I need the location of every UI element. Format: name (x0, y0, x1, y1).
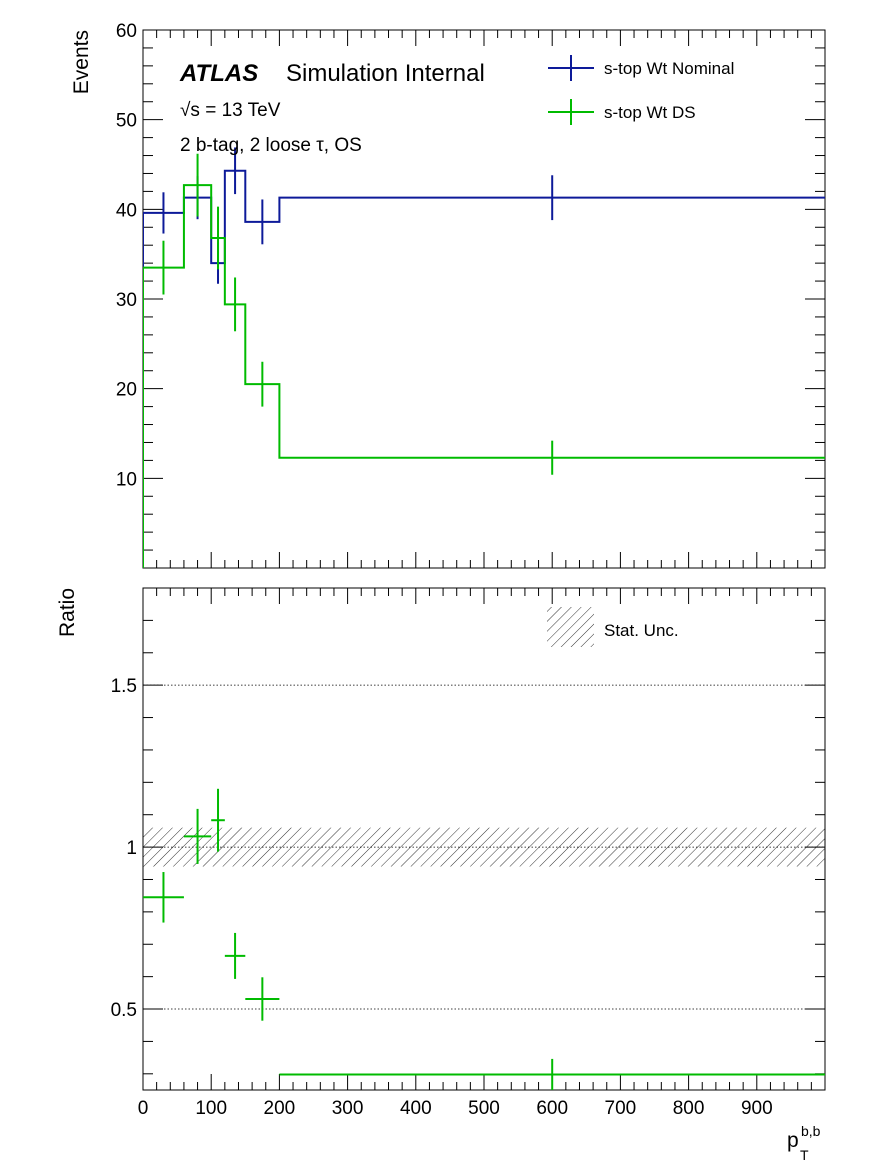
x-axis-title-subscript: T (800, 1147, 809, 1163)
stat-unc-legend-swatch (547, 607, 594, 647)
x-tick-label: 0 (138, 1098, 149, 1119)
upper-y-tick-label: 20 (116, 380, 137, 401)
upper-y-tick-label: 50 (116, 111, 137, 132)
upper-panel: 10 20 30 40 50 60 Events ATLAS Simulation Int… (70, 21, 826, 569)
energy-label: √s = 13 TeV (180, 100, 281, 121)
legend-label-nominal: s-top Wt Nominal (604, 59, 734, 78)
legend-entry-ds: s-top Wt DS (548, 99, 696, 125)
x-tick-label: 700 (605, 1098, 637, 1119)
lower-y-tick-label: 0.5 (111, 1000, 137, 1021)
x-axis-title-main: p (787, 1129, 799, 1152)
upper-y-tick-labels: 10 20 30 40 50 60 (116, 21, 137, 490)
upper-y-axis-title: Events (70, 30, 93, 94)
legend: s-top Wt Nominal s-top Wt DS (548, 55, 734, 125)
x-axis-title: p T b,b (787, 1123, 821, 1163)
simulation-internal-label: Simulation Internal (286, 60, 485, 87)
lower-y-axis-title: Ratio (56, 588, 79, 637)
region-label: 2 b-tag, 2 loose τ, OS (180, 135, 362, 156)
hist-line-ds (143, 184, 825, 568)
ratio-points (143, 788, 825, 1090)
upper-y-tick-label: 10 (116, 469, 137, 490)
x-tick-label: 900 (741, 1098, 773, 1119)
x-tick-label: 200 (264, 1098, 296, 1119)
x-tick-label: 600 (536, 1098, 568, 1119)
lower-panel: 0.5 1 1.5 0 100 200 300 400 500 600 700 800 900 Rat… (56, 587, 826, 1163)
stat-unc-legend-label: Stat. Unc. (604, 621, 679, 640)
x-tick-label: 800 (673, 1098, 705, 1119)
upper-y-tick-label: 30 (116, 290, 137, 311)
x-axis-title-superscript: b,b (801, 1123, 821, 1139)
upper-y-tick-label: 40 (116, 200, 137, 221)
x-tick-labels: 0 100 200 300 400 500 600 700 800 900 (138, 1098, 773, 1119)
lower-y-tick-label: 1.5 (111, 676, 137, 697)
x-tick-label: 400 (400, 1098, 432, 1119)
x-tick-label: 500 (468, 1098, 500, 1119)
lower-y-tick-label: 1 (126, 838, 137, 859)
x-tick-label: 100 (195, 1098, 227, 1119)
stat-unc-legend: Stat. Unc. (547, 607, 679, 647)
lower-y-tick-labels: 0.5 1 1.5 (111, 676, 137, 1021)
upper-ticks (142, 29, 826, 568)
atlas-label: ATLAS (179, 60, 258, 87)
upper-y-tick-label: 60 (116, 21, 137, 42)
upper-histograms (143, 147, 825, 568)
ratio-gridlines (143, 684, 825, 1010)
legend-entry-nominal: s-top Wt Nominal (548, 55, 734, 81)
x-tick-label: 300 (332, 1098, 364, 1119)
legend-label-ds: s-top Wt DS (604, 103, 696, 122)
lower-ticks (142, 588, 826, 1090)
